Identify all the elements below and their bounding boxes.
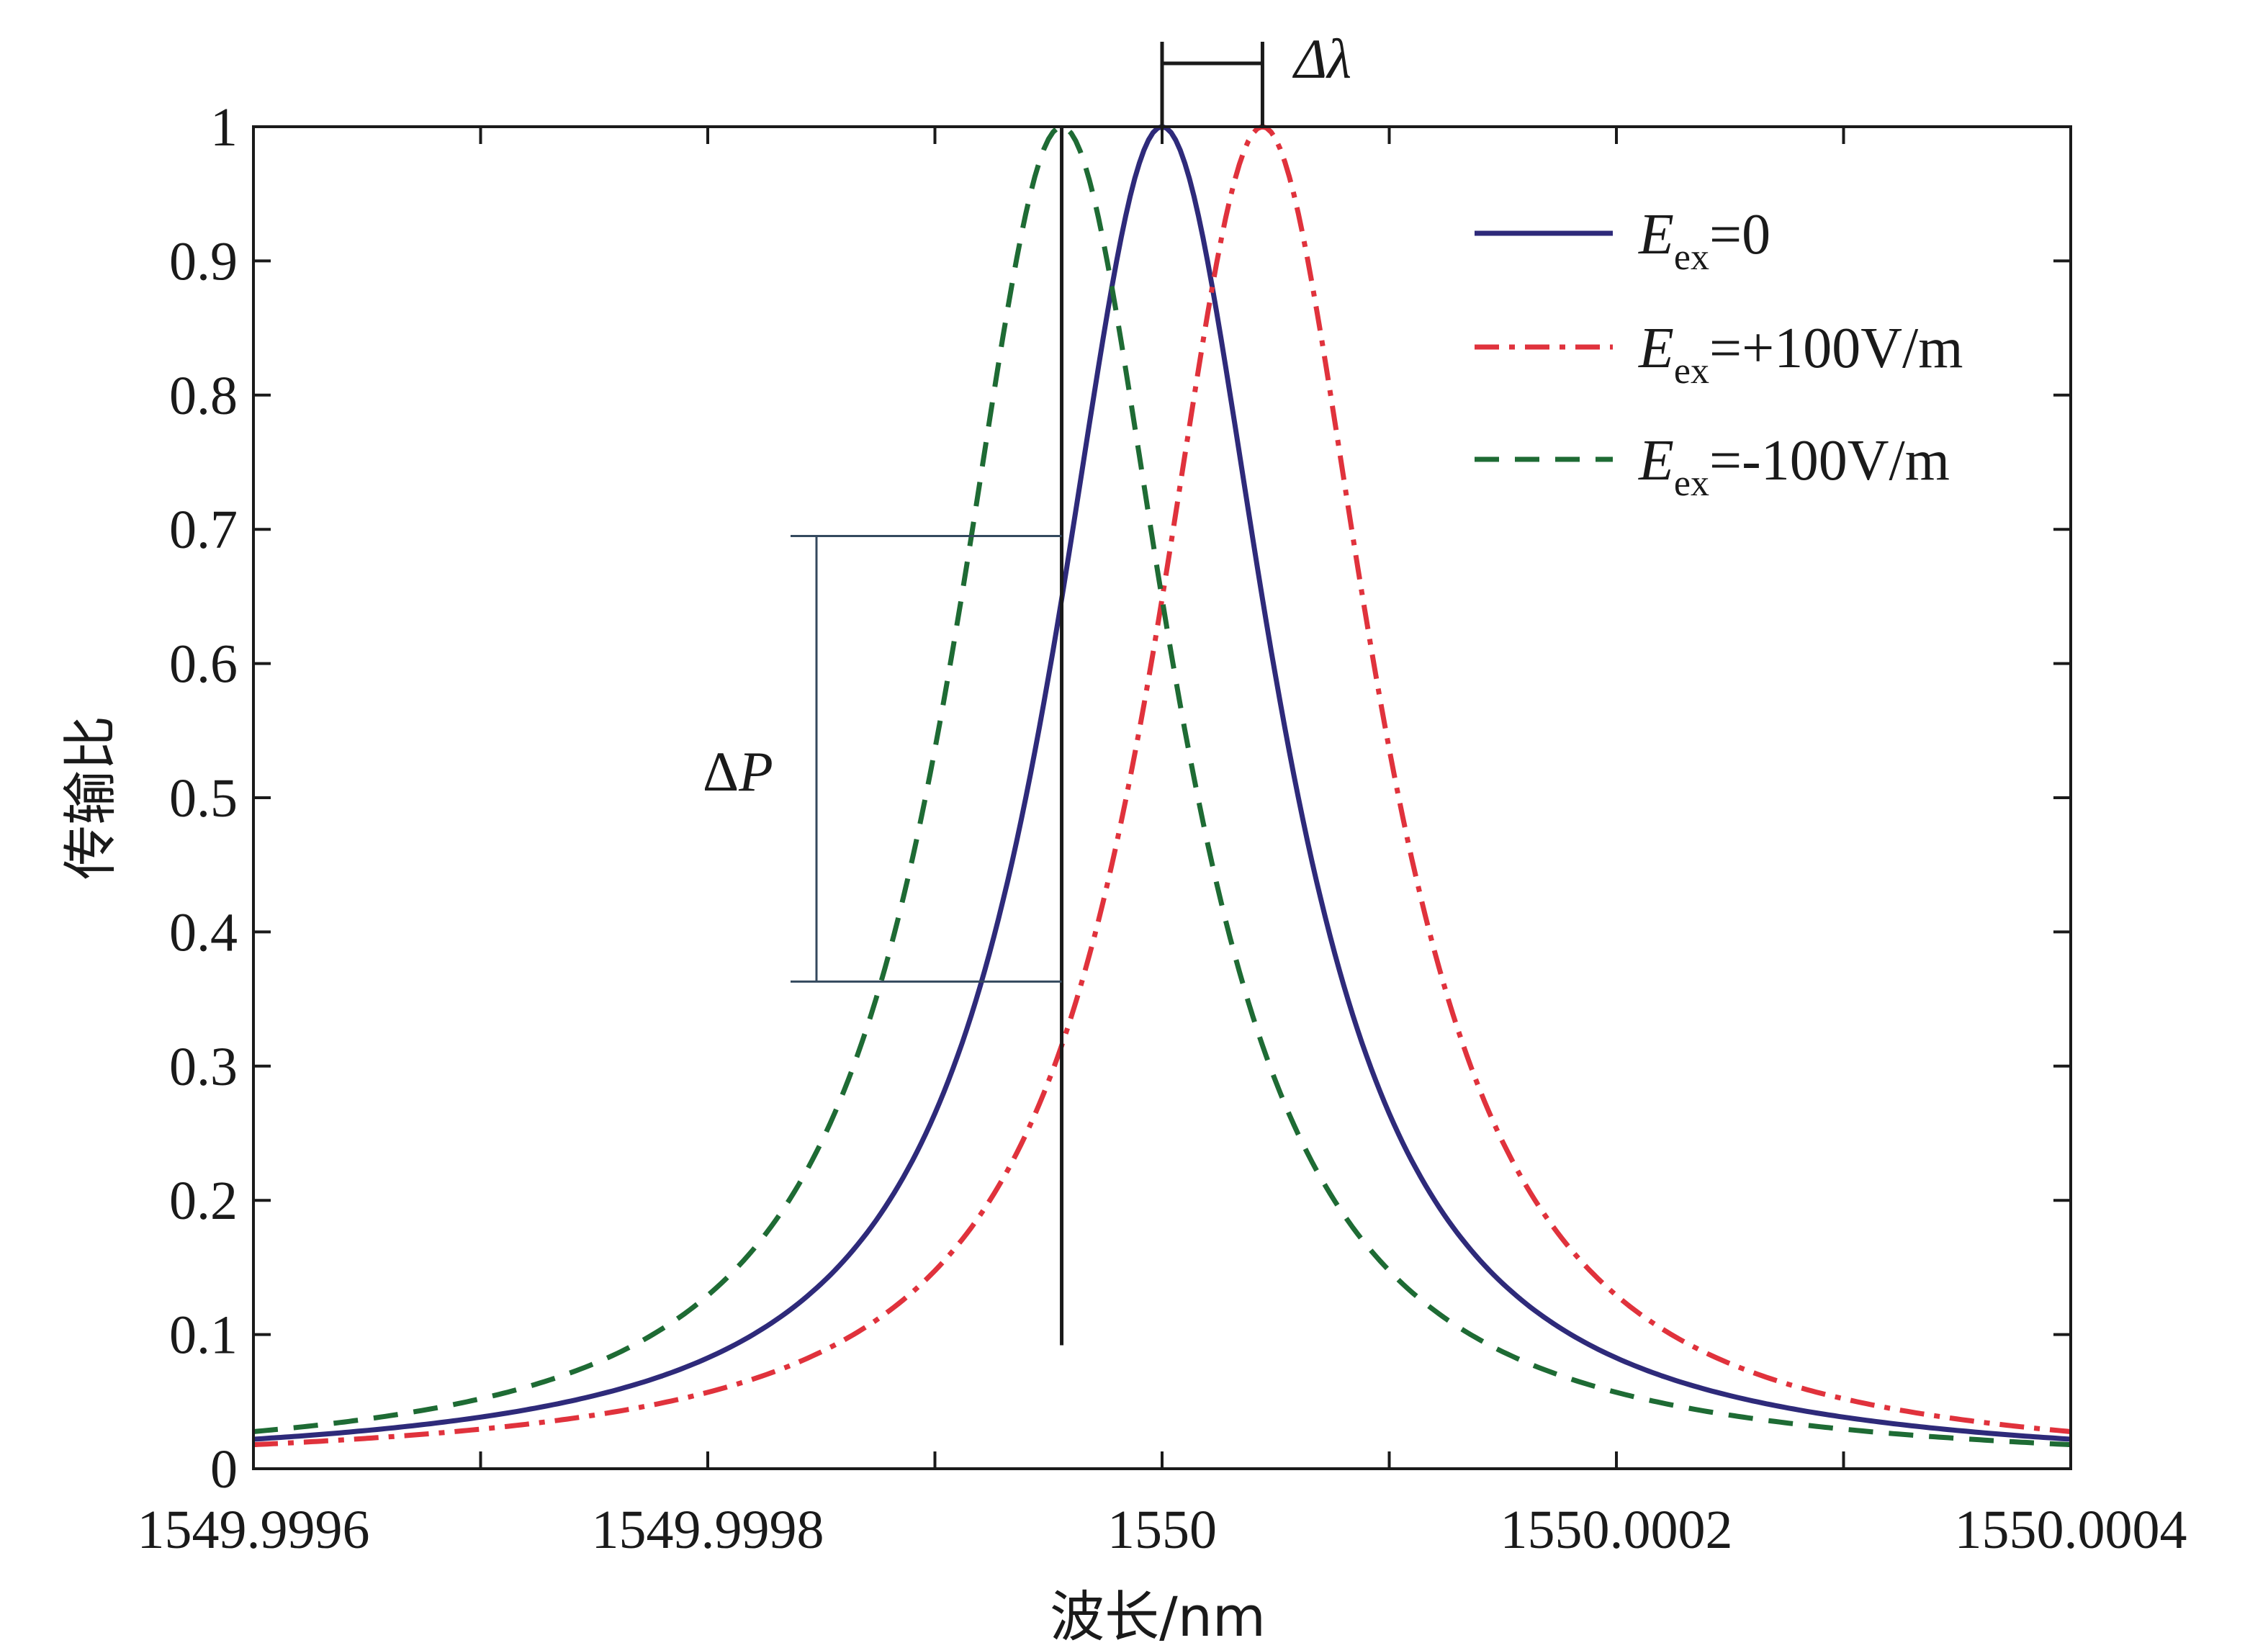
series-line-2 bbox=[253, 124, 2071, 1448]
y-tick-label: 0 bbox=[210, 1439, 238, 1500]
y-tick-label: 0.8 bbox=[169, 366, 238, 426]
y-tick-label: 0.2 bbox=[169, 1171, 238, 1231]
legend-label-0: Eex=0 bbox=[1638, 203, 1770, 278]
x-tick-label: 1550.0004 bbox=[1955, 1500, 2187, 1560]
y-tick-label: 0.3 bbox=[169, 1037, 238, 1097]
x-axis-title: 波长/nm bbox=[1050, 1585, 1266, 1648]
delta-lambda-label: Δλ bbox=[1292, 27, 1351, 90]
y-tick-label: 0.6 bbox=[169, 634, 238, 695]
series-line-1 bbox=[253, 124, 2071, 1448]
annotations: ΔP Δλ bbox=[703, 27, 1351, 1346]
x-tick-label: 1550 bbox=[1107, 1500, 1217, 1560]
legend: Eex=0 Eex=+100V/m Eex=-100V/m bbox=[1475, 203, 1963, 504]
y-tick-label: 0.5 bbox=[169, 768, 238, 829]
x-tick-label: 1549.9998 bbox=[592, 1500, 824, 1560]
legend-label-2: Eex=-100V/m bbox=[1638, 429, 1950, 504]
x-tick-labels: 1549.9996 1549.9998 1550 1550.0002 1550.0004 bbox=[138, 1500, 2187, 1560]
y-tick-labels: 0 0.1 0.2 0.3 0.4 0.5 0.6 0.7 0.8 0.9 1 bbox=[169, 97, 238, 1500]
y-tick-label: 1 bbox=[210, 97, 238, 158]
legend-label-1: Eex=+100V/m bbox=[1638, 317, 1963, 392]
y-axis-title: 传输比 bbox=[58, 716, 122, 880]
y-tick-label: 0.7 bbox=[169, 500, 238, 560]
x-tick-label: 1550.0002 bbox=[1500, 1500, 1733, 1560]
y-tick-label: 0.9 bbox=[169, 231, 238, 292]
x-tick-label: 1549.9996 bbox=[138, 1500, 370, 1560]
y-tick-label: 0.4 bbox=[169, 902, 238, 963]
axis-ticks bbox=[252, 125, 2072, 1470]
y-tick-label: 0.1 bbox=[169, 1305, 238, 1366]
delta-p-label: ΔP bbox=[703, 740, 773, 803]
